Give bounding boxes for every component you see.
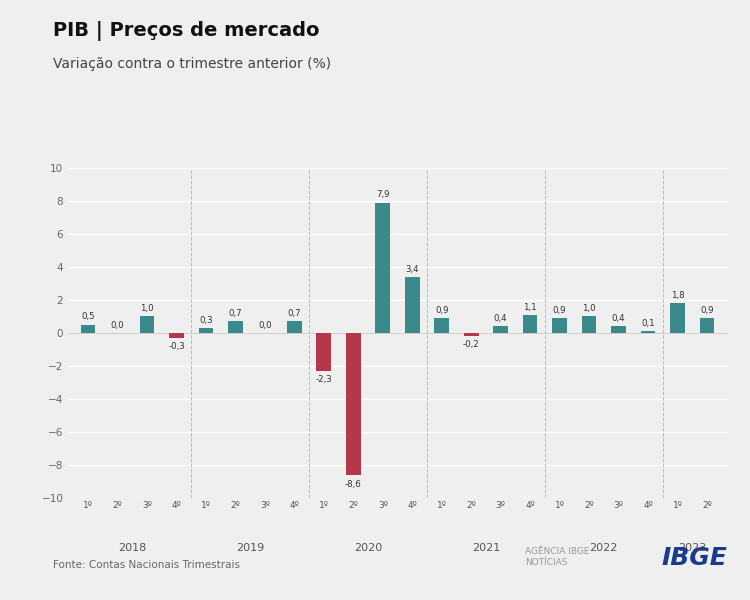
Bar — [405, 277, 419, 333]
Text: PIB | Preços de mercado: PIB | Preços de mercado — [53, 21, 319, 41]
Text: 1,8: 1,8 — [670, 291, 684, 300]
Bar — [287, 322, 302, 333]
Text: 2019: 2019 — [236, 543, 264, 553]
Bar — [582, 316, 596, 333]
Text: 0,9: 0,9 — [700, 306, 714, 315]
Text: 1,0: 1,0 — [582, 304, 596, 313]
Text: 0,0: 0,0 — [111, 320, 125, 329]
Text: -8,6: -8,6 — [345, 480, 362, 489]
Text: 1,1: 1,1 — [524, 302, 537, 311]
Text: -2,3: -2,3 — [316, 375, 332, 384]
Bar — [199, 328, 213, 333]
Text: 0,4: 0,4 — [612, 314, 626, 323]
Text: 0,9: 0,9 — [553, 306, 566, 315]
Bar — [494, 326, 508, 333]
Bar — [316, 333, 332, 371]
Bar — [700, 318, 714, 333]
Bar — [376, 203, 390, 333]
Bar — [81, 325, 95, 333]
Text: 0,4: 0,4 — [494, 314, 508, 323]
Bar — [140, 316, 154, 333]
Text: 0,3: 0,3 — [200, 316, 213, 325]
Bar — [670, 303, 685, 333]
Bar — [611, 326, 626, 333]
Bar — [552, 318, 567, 333]
Text: 1,0: 1,0 — [140, 304, 154, 313]
Text: 0,9: 0,9 — [435, 306, 448, 315]
Bar — [640, 331, 656, 333]
Text: 0,7: 0,7 — [229, 309, 242, 318]
Text: 2021: 2021 — [472, 543, 500, 553]
Bar — [346, 333, 361, 475]
Text: 0,5: 0,5 — [81, 313, 95, 322]
Text: 2022: 2022 — [590, 543, 618, 553]
Text: 0,1: 0,1 — [641, 319, 655, 328]
Text: 0,0: 0,0 — [258, 320, 272, 329]
Bar — [170, 333, 184, 338]
Text: 2018: 2018 — [118, 543, 146, 553]
Bar — [464, 333, 478, 336]
Bar — [523, 315, 538, 333]
Text: 7,9: 7,9 — [376, 190, 389, 199]
Text: 3,4: 3,4 — [406, 265, 419, 274]
Text: 0,7: 0,7 — [287, 309, 302, 318]
Text: -0,3: -0,3 — [168, 342, 185, 351]
Text: 2023: 2023 — [678, 543, 706, 553]
Text: 2020: 2020 — [354, 543, 382, 553]
Text: Fonte: Contas Nacionais Trimestrais: Fonte: Contas Nacionais Trimestrais — [53, 560, 239, 570]
Text: IBGE: IBGE — [662, 546, 728, 570]
Text: -0,2: -0,2 — [463, 340, 479, 349]
Bar — [434, 318, 449, 333]
Text: Variação contra o trimestre anterior (%): Variação contra o trimestre anterior (%) — [53, 57, 331, 71]
Text: AGÊNCIA IBGE
NOTÍCIAS: AGÊNCIA IBGE NOTÍCIAS — [525, 547, 590, 567]
Bar — [228, 322, 243, 333]
